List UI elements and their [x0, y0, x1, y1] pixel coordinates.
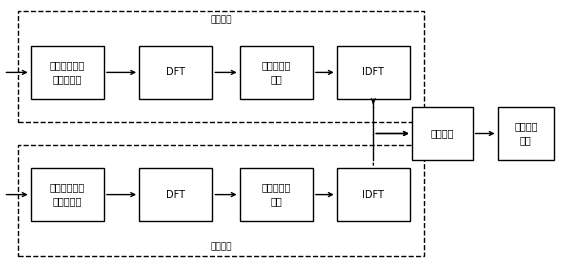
Text: 共轭相乘: 共轭相乘	[431, 128, 454, 139]
Bar	[18, 146, 424, 256]
Text: 平均后求
相位: 平均后求 相位	[514, 121, 538, 146]
Text: 测相通道: 测相通道	[210, 15, 231, 24]
Text: IDFT: IDFT	[362, 190, 384, 200]
Text: 多信号频谱
分离: 多信号频谱 分离	[261, 60, 291, 84]
Text: 采集的多频率
短时实信号: 采集的多频率 短时实信号	[50, 183, 85, 207]
Text: DFT: DFT	[166, 67, 185, 77]
Bar	[239, 46, 313, 99]
Bar	[18, 11, 424, 121]
Bar	[139, 168, 212, 221]
Bar	[498, 107, 554, 160]
Text: 采集的多频率
短时实信号: 采集的多频率 短时实信号	[50, 60, 85, 84]
Text: DFT: DFT	[166, 190, 185, 200]
Bar	[31, 46, 104, 99]
Text: 参考通道: 参考通道	[210, 242, 231, 251]
Text: 多信号频谱
分离: 多信号频谱 分离	[261, 183, 291, 207]
Bar	[239, 168, 313, 221]
Bar	[411, 107, 473, 160]
Bar	[31, 168, 104, 221]
Bar	[139, 46, 212, 99]
Bar	[337, 168, 410, 221]
Text: IDFT: IDFT	[362, 67, 384, 77]
Bar	[337, 46, 410, 99]
